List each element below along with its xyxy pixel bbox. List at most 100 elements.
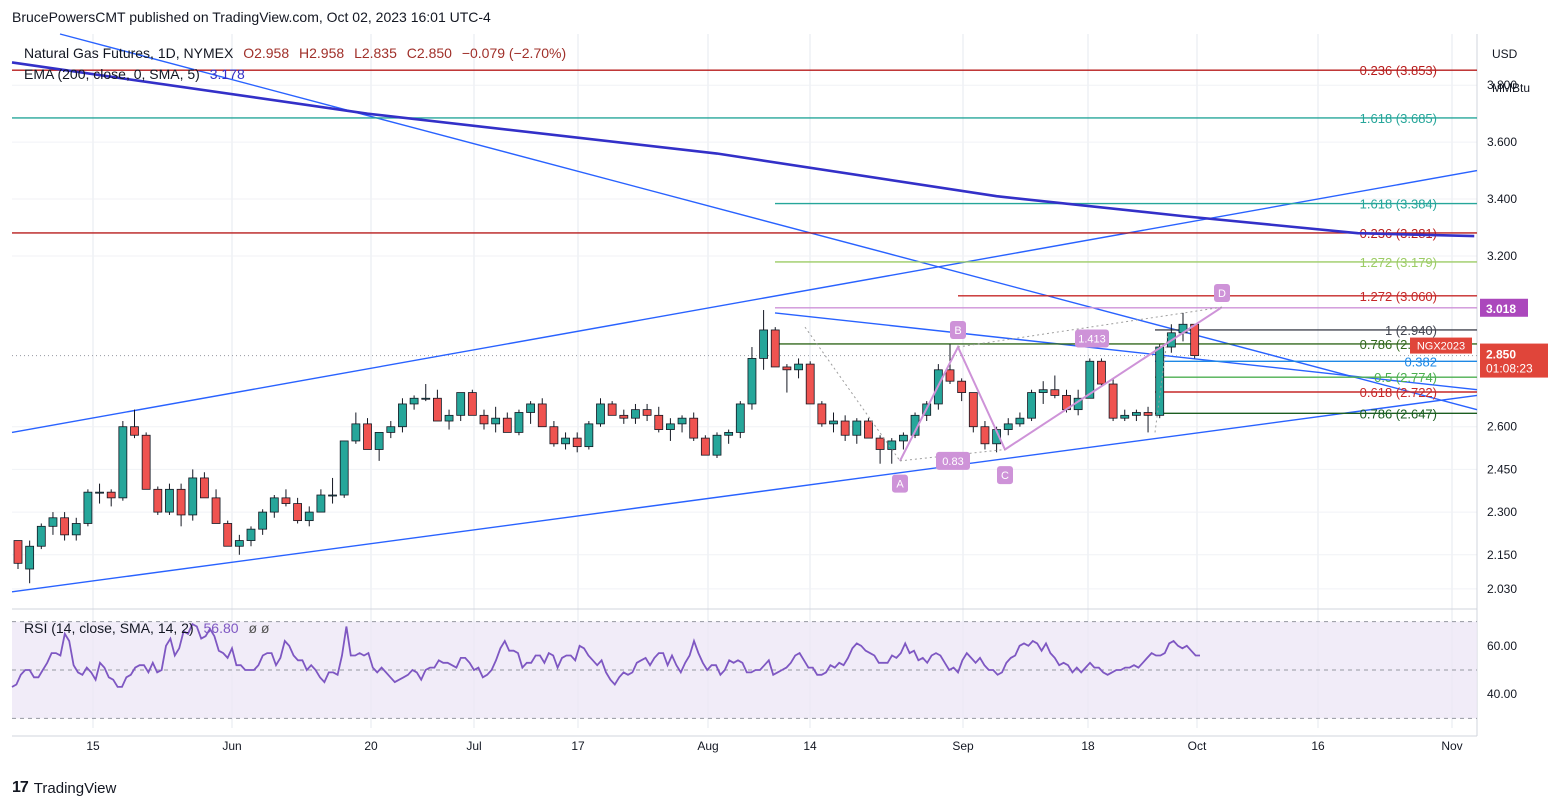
ratio-box-1 [1075,329,1109,348]
candle-body [619,414,629,419]
time-axis: 15 Jun 20 Jul 17 Aug 14 Sep 18 Oct 16 Nov [86,739,1462,753]
candle-56 [666,418,675,441]
legend-symbol: Natural Gas Futures, 1D, NYMEX O2.958 H2… [24,45,566,61]
date-tick-3: Jul [466,739,481,753]
candle-body [421,397,431,400]
candle-75 [887,438,897,464]
price-tick-0: 3.800 [1487,78,1517,92]
candle-body [945,369,955,382]
candle-18 [223,520,233,547]
candle-body [829,420,838,425]
candle-body [549,426,559,445]
candle-body [199,477,209,499]
candle-body [689,417,699,439]
fib-label-1: 1.618 (3.685) [1360,111,1437,126]
candle-body [805,363,815,405]
candle-23 [281,489,291,507]
candle-body [188,477,198,516]
pattern-point-b [950,320,966,339]
candle-3 [48,512,58,535]
candle-body [13,540,23,564]
candle-16 [199,472,209,499]
candle-body [176,488,186,516]
candle-body [747,358,757,405]
candle-58 [689,412,699,441]
candle-body [269,497,279,513]
candle-88 [1038,381,1048,404]
candle-body [223,523,233,547]
candle-body [1038,389,1048,393]
candle-76 [899,432,908,450]
date-tick-7: Sep [952,739,974,753]
legend-close: C2.850 [407,45,452,61]
candle-101 [1190,323,1200,359]
candle-body [165,488,174,513]
rsi-band [12,621,1477,719]
candle-body [153,488,163,513]
candle-body [246,528,256,541]
fib-label-10: 0.618 (2.722) [1360,385,1437,400]
candle-34 [409,395,419,410]
candle-body [700,437,710,456]
candle-30 [363,418,372,450]
candle-body [1132,412,1141,416]
legend-change: −0.079 (−2.70%) [462,45,566,61]
fib-label-4: 1.272 (3.179) [1360,255,1437,270]
ratio-label-0: 0.83 [942,456,963,468]
candle-body [770,329,780,368]
candle-39 [467,389,477,416]
candle-62 [735,401,745,439]
candle-96 [1132,409,1141,422]
date-tick-11: Nov [1441,739,1462,753]
candle-36 [432,389,442,422]
legend-open: O2.958 [243,45,289,61]
candle-98 [1155,344,1165,419]
candle-body [316,494,326,513]
candle-89 [1050,375,1060,399]
candle-17 [211,489,221,524]
candle-body [875,437,885,450]
candle-body [677,417,687,425]
candle-body [118,426,128,499]
price-tick-2: 3.400 [1487,192,1517,206]
candle-body [968,392,978,428]
candle-22 [269,495,279,518]
candle-body [794,363,803,371]
candle-body [95,491,104,494]
candle-body [83,491,93,524]
candle-97 [1143,406,1153,433]
price-tick-7: 2.150 [1487,548,1517,562]
chart-canvas[interactable]: 0.236 (3.853) 1.618 (3.685) 1.618 (3.384) 0… [0,30,1564,765]
candle-20 [246,526,256,547]
candle-body [141,434,151,490]
candle-body [25,545,35,570]
date-tick-9: Oct [1188,739,1207,753]
candle-85 [1003,418,1013,436]
candle-body [293,503,303,522]
candle-body [36,525,46,547]
candle-65 [770,327,780,368]
candle-body [514,412,524,433]
fib-label-11: 0.786 (2.647) [1360,406,1437,421]
candle-49 [584,421,594,450]
candle-body [957,380,967,393]
candle-body [887,440,897,450]
candle-10 [130,409,139,439]
candle-53 [631,403,640,424]
candle-body [328,494,337,497]
candle-body [817,403,827,425]
published-line: BrucePowersCMT published on TradingView.… [12,9,491,25]
fib-label-9: 0.5 (2.774) [1374,370,1437,385]
candle-11 [141,432,151,490]
candle-body [572,437,582,448]
candle-5 [71,517,81,541]
rsi-value: 56.80 [204,620,239,636]
candle-41 [491,406,501,433]
candle-52 [619,409,629,424]
candle-0 [13,540,23,570]
candle-13 [165,483,174,515]
candle-33 [398,398,407,433]
candle-body [840,420,850,436]
footer: 17 TradingView [12,779,116,797]
candle-body [724,432,734,436]
